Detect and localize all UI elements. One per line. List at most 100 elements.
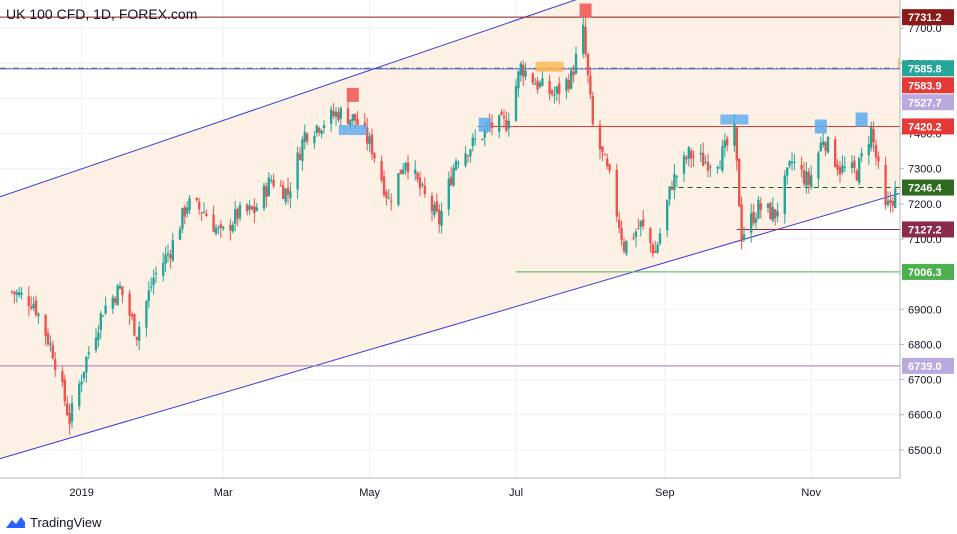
candle	[303, 124, 306, 150]
candle-body	[606, 158, 609, 167]
y-tick-label: 7200.0	[908, 199, 942, 211]
candle-body	[46, 333, 50, 345]
candle	[531, 72, 534, 86]
candle-body	[363, 122, 366, 127]
candle	[111, 294, 114, 314]
price-badge: 7420.2	[902, 118, 954, 135]
candle-body	[414, 169, 417, 174]
candle-body	[673, 174, 676, 190]
candle	[826, 135, 830, 155]
candle	[34, 295, 38, 318]
candle-body	[464, 153, 467, 166]
candle	[618, 211, 621, 234]
candle-body	[133, 313, 136, 336]
candle	[387, 188, 390, 200]
candle	[236, 207, 239, 227]
tradingview-brand[interactable]: TradingView	[4, 512, 102, 532]
price-badge-label: 7246.4	[908, 183, 943, 195]
candle-body	[402, 169, 405, 174]
candle-body	[889, 199, 892, 203]
candle	[750, 203, 753, 243]
candle	[414, 160, 417, 181]
candle	[517, 70, 520, 98]
candle	[166, 244, 170, 263]
candle	[147, 281, 150, 309]
candle-body	[313, 136, 316, 144]
candle-body	[200, 212, 203, 214]
candle-body	[726, 138, 729, 146]
candle	[370, 128, 374, 161]
candle	[49, 335, 52, 352]
candle	[591, 91, 594, 126]
candle-body	[524, 70, 527, 77]
candle-body	[188, 198, 191, 210]
candle	[464, 145, 467, 168]
horizontal-levels[interactable]	[0, 16, 900, 367]
candle-body	[195, 197, 198, 201]
candle-body	[406, 162, 410, 173]
candle	[759, 197, 762, 219]
candle-body	[608, 164, 611, 171]
price-badge-box	[902, 118, 954, 135]
candle	[553, 86, 556, 104]
candle-body	[68, 412, 71, 425]
candle-body	[589, 75, 592, 95]
candle	[339, 105, 342, 127]
candle	[418, 171, 422, 197]
candle-body	[32, 303, 35, 309]
candle-body	[603, 154, 606, 156]
candle	[608, 163, 611, 174]
candle-body	[716, 167, 719, 169]
candle	[385, 189, 388, 206]
candle	[872, 121, 875, 152]
candle-body	[270, 179, 273, 181]
candle	[80, 374, 83, 393]
candle	[685, 154, 688, 164]
ascending-channel[interactable]	[0, 0, 900, 460]
candle	[567, 73, 570, 93]
candle-body	[670, 188, 674, 190]
candle-body	[838, 167, 842, 175]
candle	[555, 85, 558, 102]
candle-body	[570, 70, 573, 89]
candle-body	[706, 161, 710, 171]
candle-body	[382, 176, 386, 195]
x-axis: 2019 Mar May Jul Sep Nov	[0, 477, 900, 499]
candle	[337, 107, 340, 123]
x-tick-label: 2019	[69, 487, 93, 499]
candle	[61, 366, 64, 388]
candle-body	[337, 111, 340, 121]
candle-body	[150, 286, 153, 288]
candle-body	[668, 186, 671, 200]
candle-body	[723, 140, 726, 148]
candle	[181, 207, 184, 234]
candle-body	[279, 185, 282, 187]
candle-body	[30, 306, 33, 309]
candle-body	[15, 292, 18, 295]
price-badge-label: 7583.9	[908, 80, 942, 92]
candle	[130, 311, 134, 321]
candle-body	[286, 187, 290, 195]
candle	[406, 155, 410, 180]
candle-body	[639, 220, 642, 228]
candle-body	[246, 204, 249, 212]
candle	[582, 16, 585, 59]
candle-body	[826, 136, 830, 153]
price-badge: 7006.3	[902, 263, 954, 280]
candle	[802, 161, 806, 187]
candle-body	[262, 185, 266, 209]
candle	[272, 173, 275, 189]
candle	[200, 211, 203, 221]
candle	[231, 221, 234, 234]
candle	[416, 171, 419, 183]
candle	[740, 196, 743, 250]
x-tick-label: Jul	[509, 487, 523, 499]
candle	[870, 121, 873, 152]
candle-body	[656, 244, 659, 253]
candle	[766, 202, 770, 213]
candle-body	[810, 175, 813, 188]
candle	[481, 138, 484, 141]
candle	[104, 296, 107, 315]
signal-marker	[579, 3, 592, 18]
